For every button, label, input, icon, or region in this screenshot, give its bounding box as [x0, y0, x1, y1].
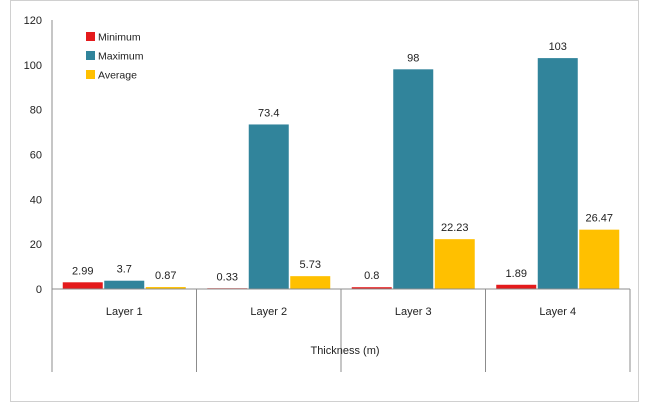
chart-frame: [10, 0, 639, 402]
bars-group: [62, 58, 620, 289]
data-label: 3.7: [117, 264, 132, 276]
bar-average-2: [290, 276, 331, 289]
y-tick-label: 40: [30, 194, 42, 206]
legend-swatch: [86, 70, 95, 79]
y-axis-ticks: 0 20 40 60 80 100 120: [24, 15, 42, 296]
category-labels-group: Layer 1 Layer 2 Layer 3 Layer 4: [106, 306, 576, 318]
y-tick-label: 100: [24, 60, 42, 72]
legend-swatch: [86, 32, 95, 41]
legend-swatch: [86, 51, 95, 60]
legend-label: Average: [98, 70, 137, 82]
x-tick-label: Layer 4: [539, 306, 576, 318]
y-tick-label: 60: [30, 150, 42, 162]
legend-label: Maximum: [98, 51, 144, 63]
data-label: 0.33: [217, 271, 238, 283]
data-label: 98: [407, 52, 419, 64]
data-label: 103: [549, 41, 567, 53]
data-label: 0.87: [155, 270, 176, 282]
legend: Minimum Maximum Average: [86, 32, 144, 82]
bar-maximum-3: [393, 69, 434, 289]
bar-maximum-4: [537, 58, 578, 289]
bar-average-3: [434, 239, 475, 289]
data-labels-group: 2.99 3.7 0.87 0.33 73.4 5.73 0.8 98 22.23 1.89 103…: [72, 41, 613, 283]
data-label: 22.23: [441, 222, 469, 234]
y-tick-label: 80: [30, 105, 42, 117]
y-tick-label: 0: [36, 284, 42, 296]
axes-group: [51, 20, 631, 372]
bar-average-1: [145, 287, 186, 289]
bar-minimum-4: [496, 284, 537, 289]
bar-minimum-3: [351, 287, 392, 289]
data-label: 73.4: [258, 107, 279, 119]
x-tick-label: Layer 2: [250, 306, 287, 318]
data-label: 0.8: [364, 270, 379, 282]
bar-maximum-2: [248, 124, 289, 289]
data-label: 1.89: [506, 268, 527, 280]
y-tick-label: 20: [30, 239, 42, 251]
x-axis-title: Thickness (m): [310, 345, 379, 357]
data-label: 5.73: [300, 259, 321, 271]
bar-maximum-1: [104, 280, 145, 289]
bar-minimum-1: [62, 282, 103, 289]
bar-average-4: [579, 229, 620, 289]
data-label: 2.99: [72, 265, 93, 277]
x-tick-label: Layer 1: [106, 306, 143, 318]
x-tick-label: Layer 3: [395, 306, 432, 318]
data-label: 26.47: [585, 213, 613, 225]
y-tick-label: 120: [24, 15, 42, 27]
legend-label: Minimum: [98, 32, 141, 44]
